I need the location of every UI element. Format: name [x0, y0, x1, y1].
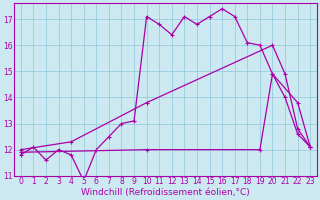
X-axis label: Windchill (Refroidissement éolien,°C): Windchill (Refroidissement éolien,°C)	[81, 188, 250, 197]
